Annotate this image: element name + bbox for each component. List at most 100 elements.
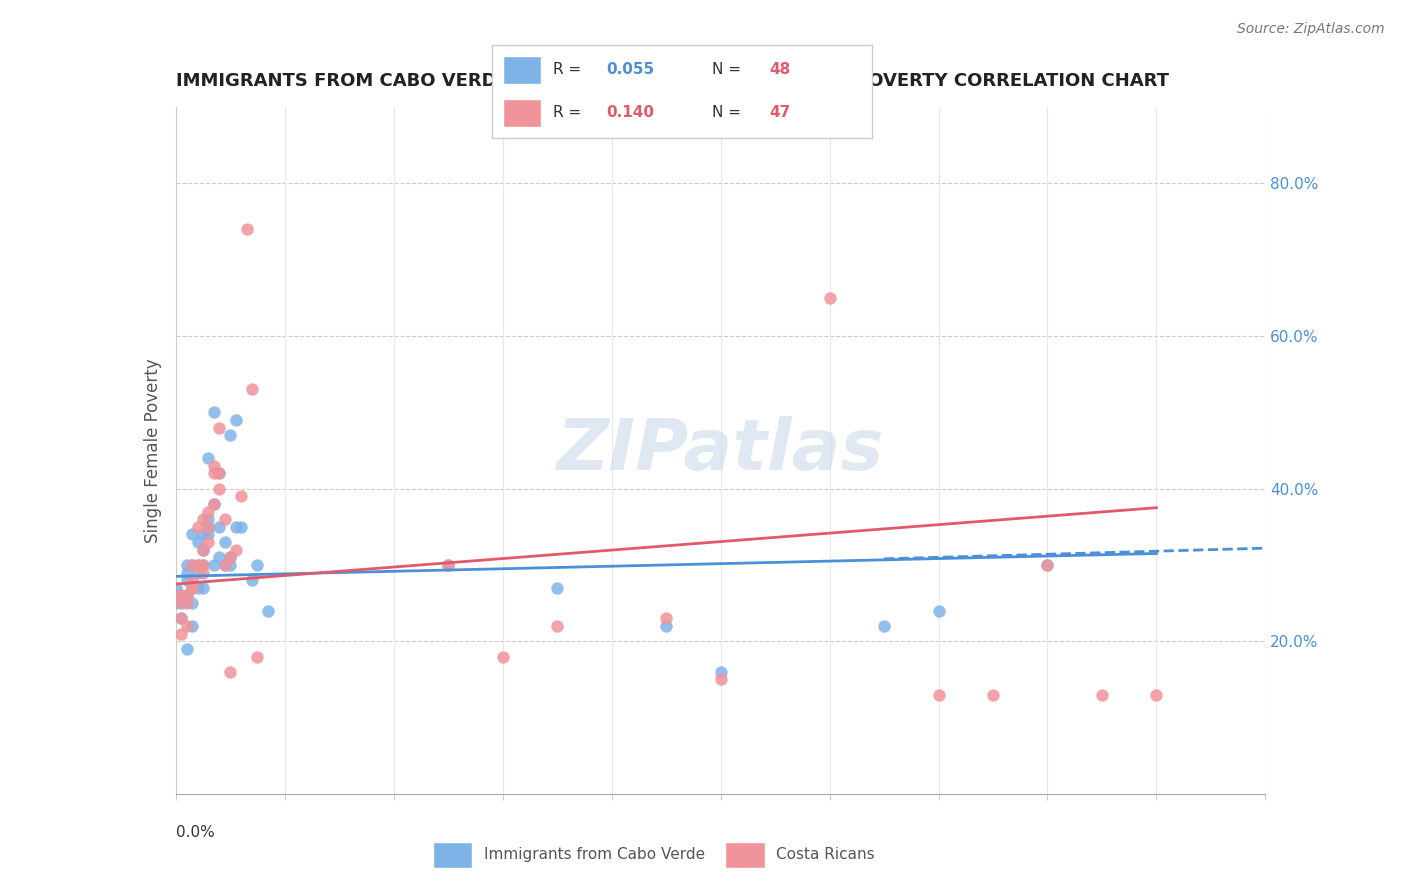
Point [176,558,198,572]
Point [257,604,280,618]
Point [214,558,236,572]
Point [191,581,214,595]
Point [181,596,204,610]
Point [231,520,253,534]
Point [546,619,568,633]
Point [165,581,187,595]
Point [873,619,896,633]
Point [710,665,733,679]
Point [710,673,733,687]
Point [240,573,263,587]
Point [1144,688,1167,702]
FancyBboxPatch shape [433,842,472,868]
Point [202,405,225,419]
Point [219,428,242,442]
Point [170,596,193,610]
Text: R =: R = [553,62,581,78]
Point [1036,558,1059,572]
Point [202,497,225,511]
Text: Immigrants from Cabo Verde: Immigrants from Cabo Verde [484,847,704,862]
Point [165,596,187,610]
Point [928,604,950,618]
Point [197,527,219,541]
Point [191,527,214,541]
Point [246,649,269,664]
Text: IMMIGRANTS FROM CABO VERDE VS COSTA RICAN SINGLE FEMALE POVERTY CORRELATION CHAR: IMMIGRANTS FROM CABO VERDE VS COSTA RICA… [176,72,1168,90]
Point [240,383,263,397]
Point [181,619,204,633]
Point [170,626,193,640]
Point [231,489,253,503]
Point [208,467,231,481]
Point [225,542,247,557]
Point [181,558,204,572]
Point [235,222,257,236]
Point [191,558,214,572]
Point [208,467,231,481]
Point [219,558,242,572]
Text: 0.0%: 0.0% [176,825,215,839]
Point [197,520,219,534]
Point [170,589,193,603]
Point [170,611,193,625]
FancyBboxPatch shape [725,842,765,868]
Point [225,520,247,534]
Point [225,413,247,427]
Point [197,512,219,526]
Point [214,535,236,549]
Point [202,497,225,511]
Point [197,504,219,518]
Point [202,458,225,473]
Point [655,619,678,633]
Text: ZIPatlas: ZIPatlas [557,416,884,485]
Point [186,558,209,572]
Text: 0.055: 0.055 [606,62,654,78]
Point [981,688,1004,702]
Text: Costa Ricans: Costa Ricans [776,847,875,862]
Text: N =: N = [713,105,741,120]
Point [1036,558,1059,572]
Point [191,512,214,526]
Point [191,558,214,572]
Text: N =: N = [713,62,741,78]
Point [181,527,204,541]
Point [492,649,515,664]
Text: R =: R = [553,105,581,120]
Point [170,611,193,625]
Point [818,291,841,305]
Point [170,589,193,603]
Point [208,420,231,434]
Point [176,619,198,633]
Point [208,550,231,565]
Point [219,550,242,565]
FancyBboxPatch shape [503,99,541,127]
Y-axis label: Single Female Poverty: Single Female Poverty [143,359,162,542]
Point [197,535,219,549]
Point [186,558,209,572]
Point [197,451,219,466]
Point [176,573,198,587]
Point [214,558,236,572]
Point [219,665,242,679]
Point [176,566,198,580]
Point [186,520,209,534]
Point [246,558,269,572]
Point [176,589,198,603]
Point [176,641,198,656]
Point [437,558,460,572]
Point [202,467,225,481]
Text: Source: ZipAtlas.com: Source: ZipAtlas.com [1237,22,1385,37]
Point [176,589,198,603]
Point [181,558,204,572]
Point [219,550,242,565]
Point [202,558,225,572]
Point [1091,688,1114,702]
Point [214,512,236,526]
Point [208,482,231,496]
Text: 0.140: 0.140 [606,105,654,120]
Point [181,573,204,587]
Text: 47: 47 [769,105,790,120]
Point [181,581,204,595]
Point [208,520,231,534]
Point [191,542,214,557]
